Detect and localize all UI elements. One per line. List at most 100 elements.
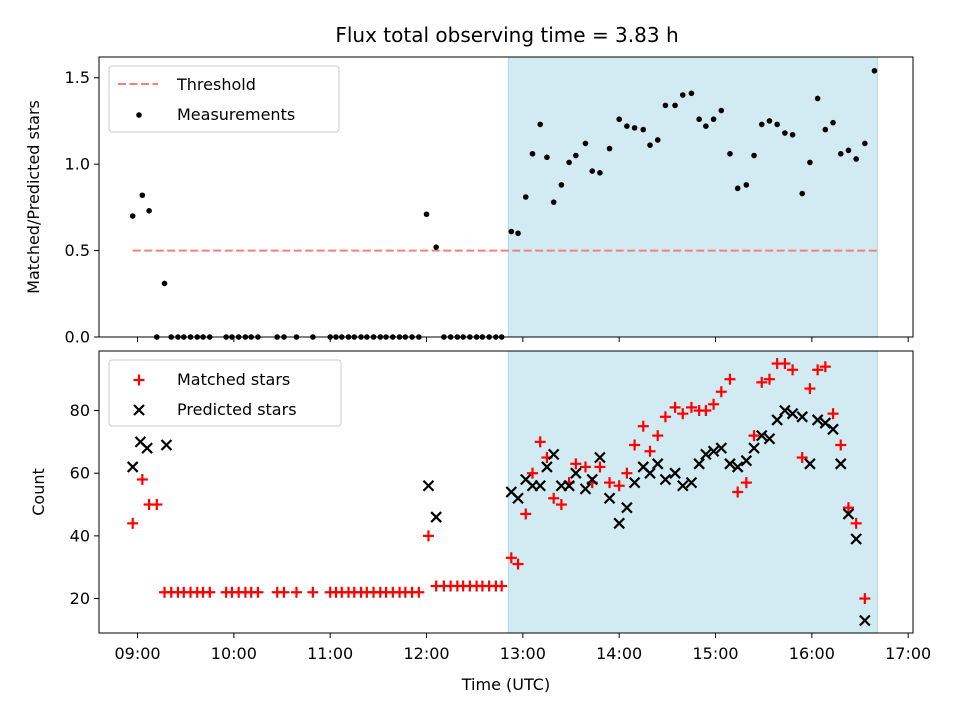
legend-predicted-symbol	[133, 404, 145, 416]
time-x-axis-label: Time (UTC)	[461, 675, 550, 694]
legend-matched-label: Matched stars	[177, 370, 290, 389]
matched-star-point	[812, 364, 824, 376]
predicted-star-point	[628, 476, 641, 489]
matched-star-point	[644, 445, 656, 457]
legend-predicted-label: Predicted stars	[177, 400, 297, 419]
legend-measurements-label: Measurements	[177, 105, 295, 124]
x-tick-label: 14:00	[596, 644, 642, 663]
matched-star-point	[621, 467, 633, 479]
y-tick-label: 60	[70, 464, 90, 483]
measurement-point	[814, 95, 821, 102]
matched-star-point	[796, 452, 808, 464]
measurement-point	[433, 244, 439, 250]
matched-star-point	[859, 593, 871, 605]
predicted-star-point	[422, 479, 435, 492]
count-y-ticks: 20 40 60 80	[70, 401, 99, 608]
y-tick-label: 0.0	[65, 328, 90, 347]
matched-star-point	[677, 408, 689, 420]
predicted-star-point	[786, 407, 799, 420]
predicted-star-point	[700, 448, 712, 461]
y-tick-label: 0.5	[65, 241, 90, 260]
predicted-star-point	[755, 429, 768, 442]
matched-star-point	[732, 486, 744, 498]
predicted-star-point	[594, 451, 606, 464]
ratio-x-ticks	[137, 337, 909, 342]
legend-measurement-symbol	[136, 112, 142, 118]
predicted-star-point	[834, 458, 847, 470]
measurement-point	[727, 150, 733, 157]
measurement-point	[662, 102, 669, 109]
measurement-point	[654, 137, 661, 143]
measurement-point	[597, 170, 603, 176]
matched-star-point	[570, 458, 582, 470]
measurement-point	[537, 121, 543, 128]
matched-star-point	[520, 508, 532, 520]
predicted-star-point	[740, 454, 753, 467]
matched-star-point	[748, 430, 760, 442]
x-tick-label: 10:00	[211, 644, 257, 663]
matched-star-point	[252, 586, 264, 598]
y-tick-label: 40	[70, 526, 90, 545]
ratio-y-axis-label: Matched/Predicted stars	[24, 100, 43, 294]
matched-star-point	[548, 492, 560, 504]
x-tick-label: 16:00	[789, 644, 835, 663]
matched-star-point	[534, 436, 546, 448]
observing-window-shade	[507, 350, 878, 634]
ratio-panel-frame	[98, 56, 914, 338]
predicted-star-point	[659, 473, 672, 486]
matched-star-point	[613, 480, 625, 492]
predicted-star-point	[827, 423, 839, 436]
measurement-point	[734, 185, 741, 192]
measurement-point	[550, 199, 557, 205]
legend-threshold-label: Threshold	[176, 75, 256, 94]
predicted-star-point	[547, 448, 560, 461]
predicted-star-point	[859, 614, 871, 627]
measurement-point	[751, 152, 757, 159]
observing-window-shade	[507, 56, 878, 338]
measurement-point	[589, 168, 596, 174]
measurement-point	[774, 121, 780, 128]
measurement-point	[640, 126, 647, 133]
measurement-point	[616, 116, 622, 123]
count-panel: 20 40 60 80 09:00 10:00 11:00 12:00 13:00 14:00 1…	[29, 350, 931, 694]
x-tick-label: 11:00	[307, 644, 353, 663]
predicted-star-point	[779, 404, 791, 417]
predicted-star-point	[669, 467, 681, 479]
matched-star-point	[637, 420, 649, 432]
measurement-point	[566, 159, 572, 166]
measurement-point	[703, 123, 709, 129]
predicted-star-point	[715, 442, 728, 454]
matched-star-point	[505, 552, 517, 564]
count-legend-box	[108, 359, 342, 427]
predicted-star-point	[644, 467, 656, 479]
measurement-point	[822, 126, 829, 133]
predicted-star-point	[603, 492, 616, 505]
measurement-point	[139, 192, 146, 199]
matched-star-point	[290, 586, 302, 598]
measurement-point	[624, 123, 630, 129]
predicted-star-point	[586, 473, 598, 486]
measurement-point	[582, 140, 589, 147]
predicted-star-point	[804, 458, 816, 470]
matched-star-point	[127, 517, 139, 529]
legend-x-mark	[133, 404, 145, 416]
predicted-star-point	[811, 414, 824, 426]
matched-star-point	[685, 401, 697, 413]
measurement-point	[862, 140, 868, 147]
matched-star-point	[763, 373, 775, 385]
measurement-point	[606, 145, 613, 152]
matched-star-point	[151, 499, 163, 511]
matched-star-point	[422, 530, 434, 542]
y-tick-label: 20	[70, 589, 90, 608]
predicted-star-point	[141, 442, 153, 454]
count-legend: Matched stars Predicted stars	[108, 359, 342, 427]
ratio-y-ticks: 0.0 0.5 1.0 1.5	[65, 68, 99, 347]
predicted-star-point	[771, 414, 783, 426]
matched-star-point	[604, 477, 616, 489]
predicted-star-point	[541, 461, 553, 473]
predicted-star-point	[534, 479, 546, 492]
predicted-star-point	[842, 508, 855, 520]
measurement-point	[845, 147, 852, 154]
x-tick-label: 15:00	[692, 644, 738, 663]
predicted-star-point	[613, 517, 625, 530]
